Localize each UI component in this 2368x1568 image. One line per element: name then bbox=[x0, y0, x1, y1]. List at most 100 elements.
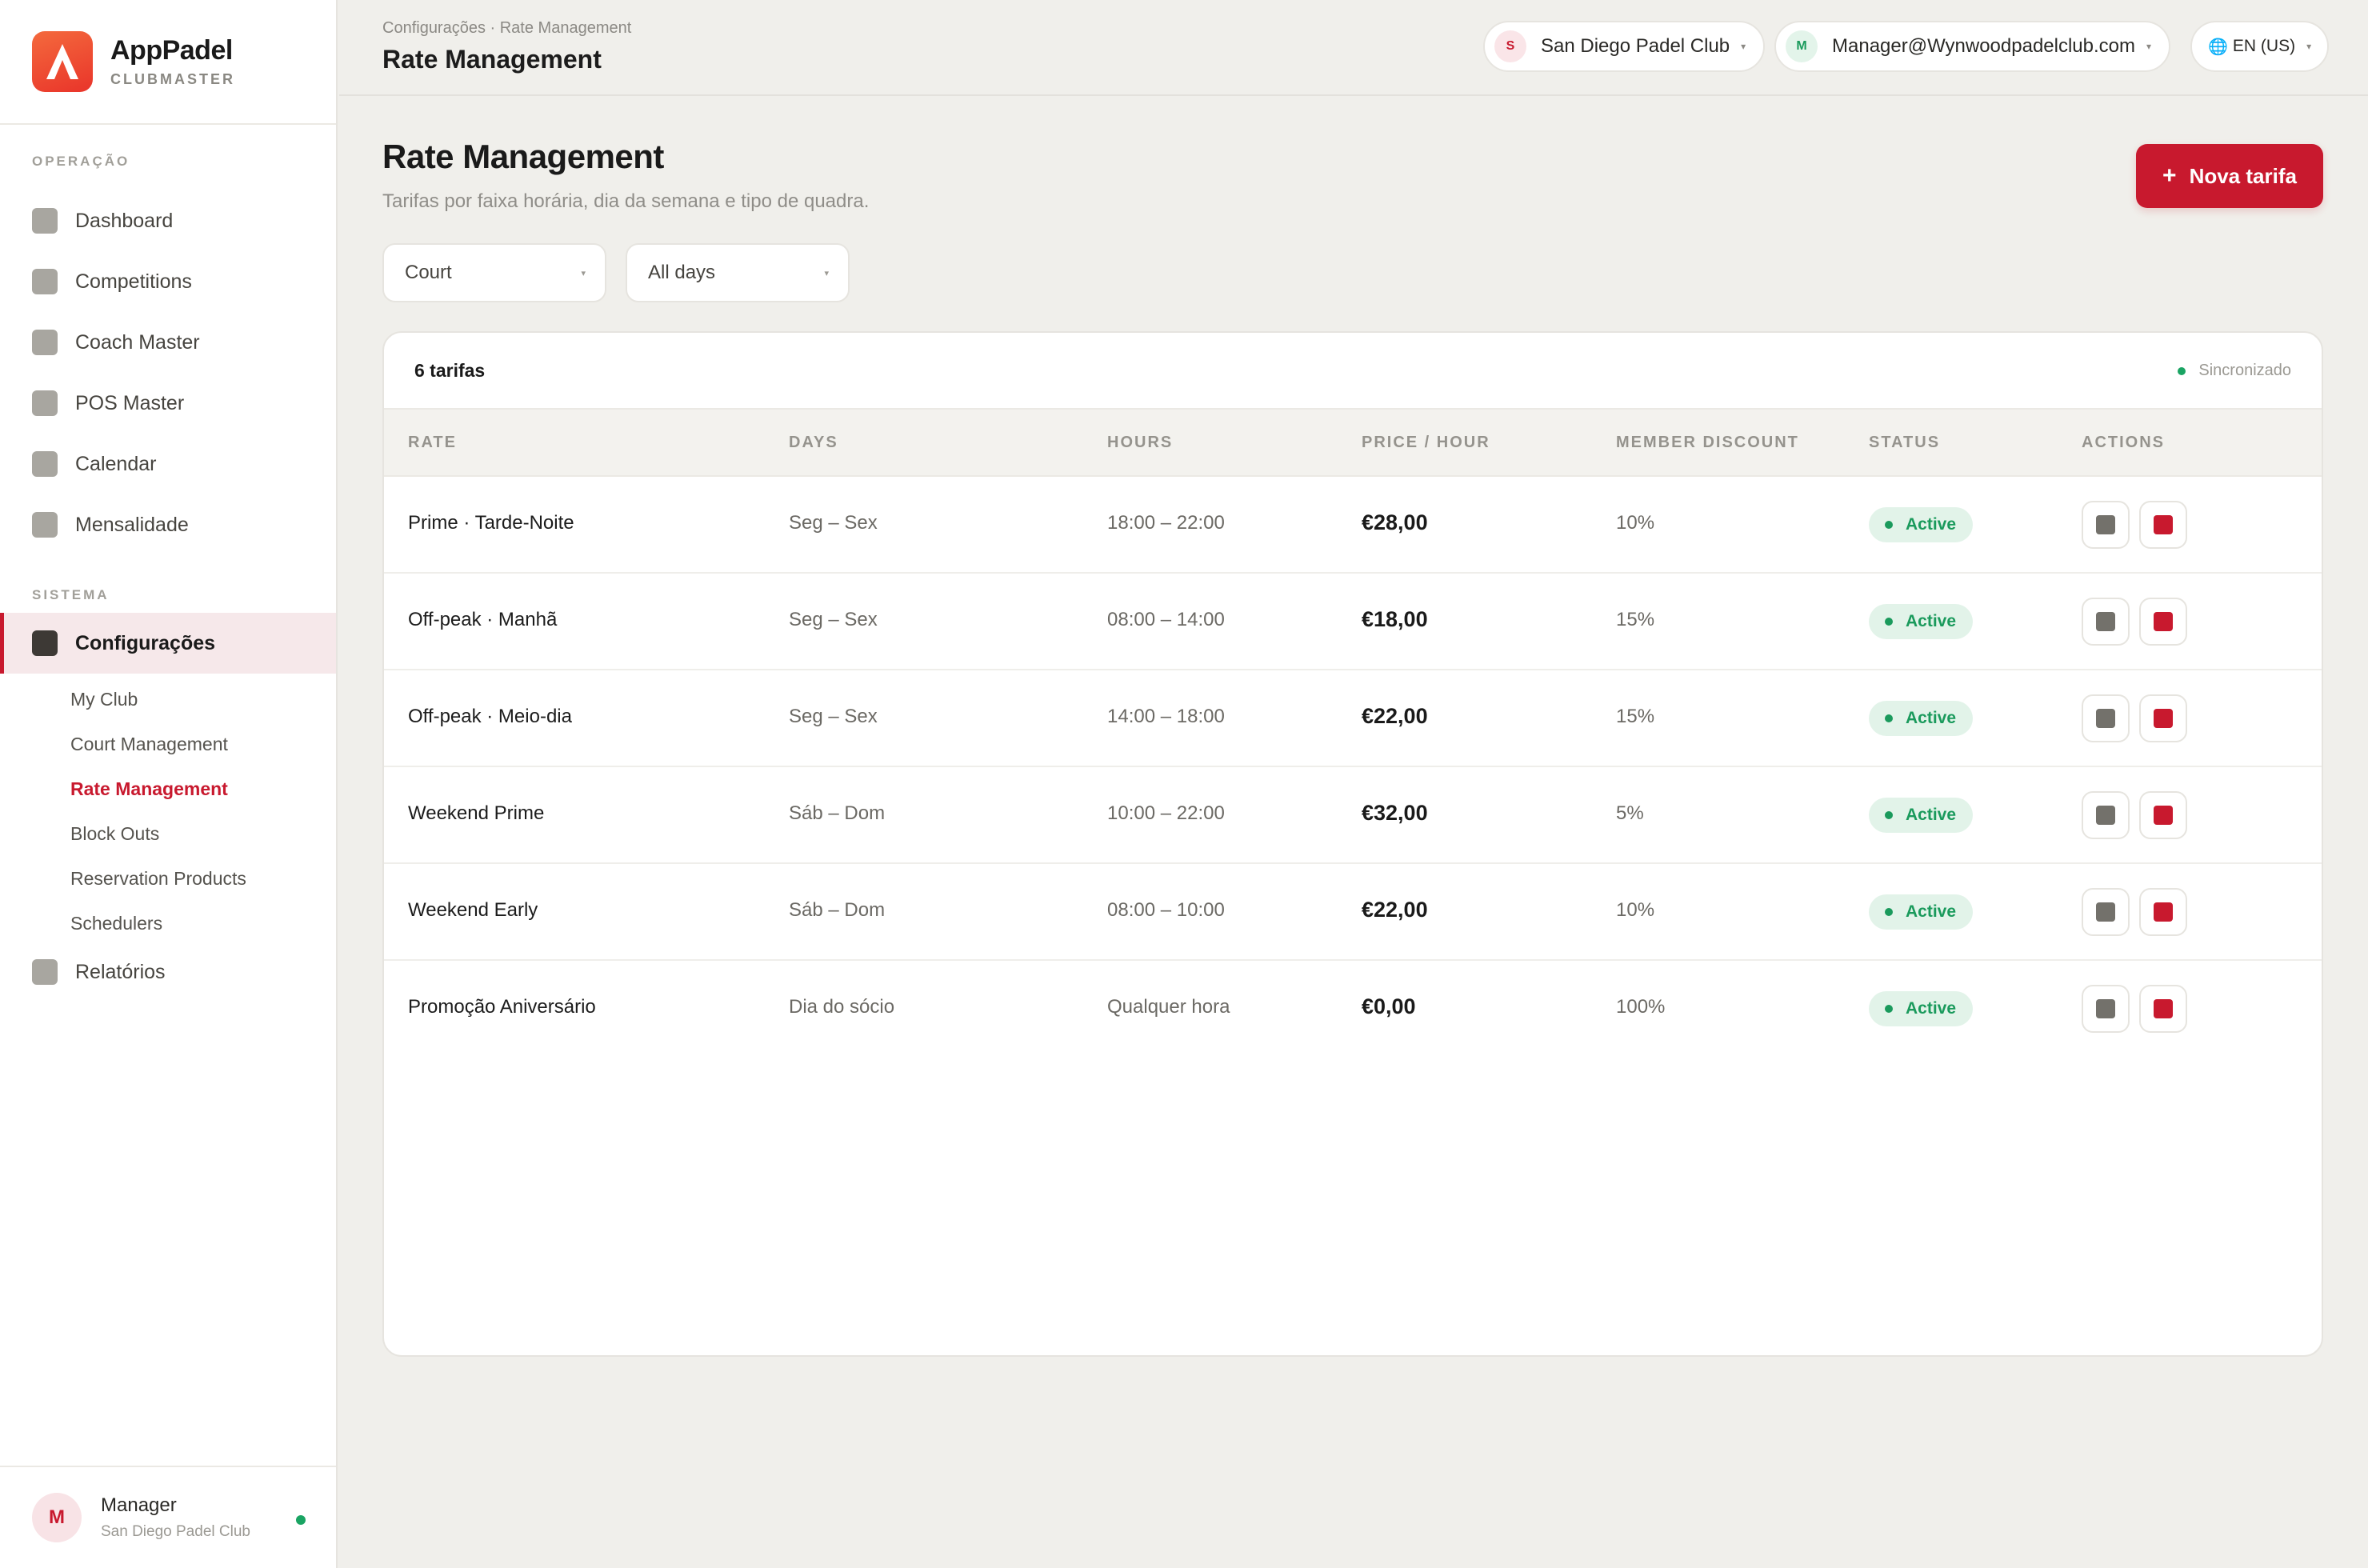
status-label: Active bbox=[1906, 999, 1957, 1018]
sidebar-item-competitions[interactable]: Competitions bbox=[0, 251, 336, 312]
column-header-status[interactable]: STATUS bbox=[1869, 434, 1941, 451]
status-dot-icon bbox=[1885, 1005, 1893, 1013]
new-rate-button-label: Nova tarifa bbox=[2189, 163, 2297, 188]
sidebar-item-relatorios[interactable]: Relatórios bbox=[0, 946, 336, 998]
sidebar-item-label: POS Master bbox=[75, 391, 185, 414]
edit-button[interactable] bbox=[2082, 888, 2130, 936]
pos-master-icon bbox=[32, 390, 58, 416]
rate-days: Sáb – Dom bbox=[789, 899, 886, 921]
table-row[interactable]: Promoção Aniversário Dia do sócio Qualqu… bbox=[384, 961, 2322, 1058]
sidebar-subitem-court-management[interactable]: Court Management bbox=[70, 733, 228, 754]
status-dot-icon bbox=[1885, 618, 1893, 626]
breadcrumb: Configurações · Rate Management bbox=[382, 19, 632, 37]
user-selector[interactable]: M Manager@Wynwoodpadelclub.com ▾ bbox=[1774, 21, 2171, 72]
settings-icon bbox=[32, 630, 58, 656]
edit-button[interactable] bbox=[2082, 598, 2130, 646]
status-badge: Active bbox=[1869, 507, 1973, 542]
delete-button[interactable] bbox=[2139, 985, 2187, 1033]
edit-button[interactable] bbox=[2082, 501, 2130, 549]
user-name: Manager bbox=[101, 1494, 177, 1516]
sync-dot-icon bbox=[2178, 366, 2186, 375]
brand[interactable]: AppPadel CLUBMASTER bbox=[0, 0, 336, 125]
table-head: RATE DAYS HOURS PRICE / HOUR MEMBER DISC… bbox=[384, 410, 2322, 477]
rate-name: Off-peak · Manhã bbox=[408, 609, 558, 630]
delete-icon bbox=[2154, 999, 2173, 1018]
rate-discount: 10% bbox=[1616, 899, 1655, 921]
rate-price: €0,00 bbox=[1362, 994, 1416, 1018]
days-filter-value: All days bbox=[648, 262, 716, 283]
page-subtitle: Tarifas por faixa horária, dia da semana… bbox=[382, 190, 870, 212]
online-status-dot bbox=[296, 1515, 306, 1525]
table-row[interactable]: Weekend Prime Sáb – Dom 10:00 – 22:00 €3… bbox=[384, 767, 2322, 864]
status-dot-icon bbox=[1885, 811, 1893, 819]
rate-discount: 15% bbox=[1616, 706, 1655, 727]
edit-button[interactable] bbox=[2082, 694, 2130, 742]
rate-hours: 08:00 – 10:00 bbox=[1107, 899, 1225, 921]
table-row[interactable]: Weekend Early Sáb – Dom 08:00 – 10:00 €2… bbox=[384, 864, 2322, 961]
globe-icon: 🌐 bbox=[2208, 38, 2228, 56]
status-label: Active bbox=[1906, 709, 1957, 727]
court-filter[interactable]: Court ▾ bbox=[382, 243, 606, 302]
sidebar-item-configuracoes[interactable]: Configurações bbox=[0, 613, 336, 674]
table-row[interactable]: Prime · Tarde-Noite Seg – Sex 18:00 – 22… bbox=[384, 477, 2322, 574]
rate-discount: 15% bbox=[1616, 609, 1655, 630]
app-logo bbox=[32, 31, 93, 92]
delete-button[interactable] bbox=[2139, 791, 2187, 839]
edit-button[interactable] bbox=[2082, 791, 2130, 839]
sidebar-item-label: Coach Master bbox=[75, 330, 200, 354]
edit-button[interactable] bbox=[2082, 985, 2130, 1033]
sidebar-item-dashboard[interactable]: Dashboard bbox=[0, 190, 336, 251]
column-header-actions: ACTIONS bbox=[2082, 434, 2165, 451]
club-selector[interactable]: S San Diego Padel Club ▾ bbox=[1483, 21, 1766, 72]
user-profile[interactable]: M Manager San Diego Padel Club bbox=[0, 1466, 336, 1568]
column-header-hours[interactable]: HOURS bbox=[1107, 434, 1174, 451]
delete-button[interactable] bbox=[2139, 694, 2187, 742]
status-badge: Active bbox=[1869, 604, 1973, 639]
delete-button[interactable] bbox=[2139, 888, 2187, 936]
chevron-down-icon: ▾ bbox=[581, 268, 586, 278]
sidebar-item-label: Mensalidade bbox=[75, 513, 189, 536]
sidebar-item-mensalidade[interactable]: Mensalidade bbox=[0, 494, 336, 555]
delete-button[interactable] bbox=[2139, 501, 2187, 549]
avatar: M bbox=[32, 1493, 82, 1542]
sync-status-label: Sincronizado bbox=[2198, 362, 2291, 379]
edit-icon bbox=[2096, 612, 2115, 631]
rate-days: Dia do sócio bbox=[789, 996, 895, 1018]
column-header-days[interactable]: DAYS bbox=[789, 434, 838, 451]
sidebar-item-coach-master[interactable]: Coach Master bbox=[0, 312, 336, 373]
sidebar-subitem-schedulers[interactable]: Schedulers bbox=[70, 912, 163, 934]
sidebar-subitem-block-outs[interactable]: Block Outs bbox=[70, 822, 160, 844]
topbar: Configurações · Rate Management Rate Man… bbox=[339, 0, 2368, 96]
rate-name: Prime · Tarde-Noite bbox=[408, 512, 574, 534]
status-badge: Active bbox=[1869, 701, 1973, 736]
rate-hours: 08:00 – 14:00 bbox=[1107, 609, 1225, 630]
status-dot-icon bbox=[1885, 521, 1893, 529]
page-title: Rate Management bbox=[382, 138, 664, 175]
status-dot-icon bbox=[1885, 908, 1893, 916]
delete-icon bbox=[2154, 902, 2173, 922]
column-header-price[interactable]: PRICE / HOUR bbox=[1362, 434, 1490, 451]
rate-discount: 10% bbox=[1616, 512, 1655, 534]
table-row[interactable]: Off-peak · Manhã Seg – Sex 08:00 – 14:00… bbox=[384, 574, 2322, 670]
language-selector[interactable]: 🌐 EN (US) ▾ bbox=[2190, 21, 2330, 72]
delete-button[interactable] bbox=[2139, 598, 2187, 646]
delete-icon bbox=[2154, 709, 2173, 728]
chevron-down-icon: ▾ bbox=[2146, 41, 2152, 52]
column-header-rate[interactable]: RATE bbox=[408, 434, 457, 451]
rate-name: Weekend Early bbox=[408, 899, 538, 921]
sidebar-subitem-rate-management[interactable]: Rate Management bbox=[70, 778, 228, 799]
status-badge: Active bbox=[1869, 798, 1973, 833]
days-filter[interactable]: All days ▾ bbox=[626, 243, 850, 302]
sidebar-item-calendar[interactable]: Calendar bbox=[0, 434, 336, 494]
status-label: Active bbox=[1906, 902, 1957, 921]
status-dot-icon bbox=[1885, 714, 1893, 722]
sidebar-subitem-my-club[interactable]: My Club bbox=[70, 688, 138, 710]
new-rate-button[interactable]: + Nova tarifa bbox=[2136, 144, 2323, 208]
column-header-discount[interactable]: MEMBER DISCOUNT bbox=[1616, 434, 1799, 451]
rate-name: Promoção Aniversário bbox=[408, 996, 596, 1018]
nav-section-system: SISTEMA bbox=[32, 587, 110, 602]
sidebar-item-pos-master[interactable]: POS Master bbox=[0, 373, 336, 434]
table-header-bar: 6 tarifas Sincronizado bbox=[384, 333, 2322, 410]
sidebar-subitem-reservation-products[interactable]: Reservation Products bbox=[70, 867, 246, 889]
table-row[interactable]: Off-peak · Meio-dia Seg – Sex 14:00 – 18… bbox=[384, 670, 2322, 767]
